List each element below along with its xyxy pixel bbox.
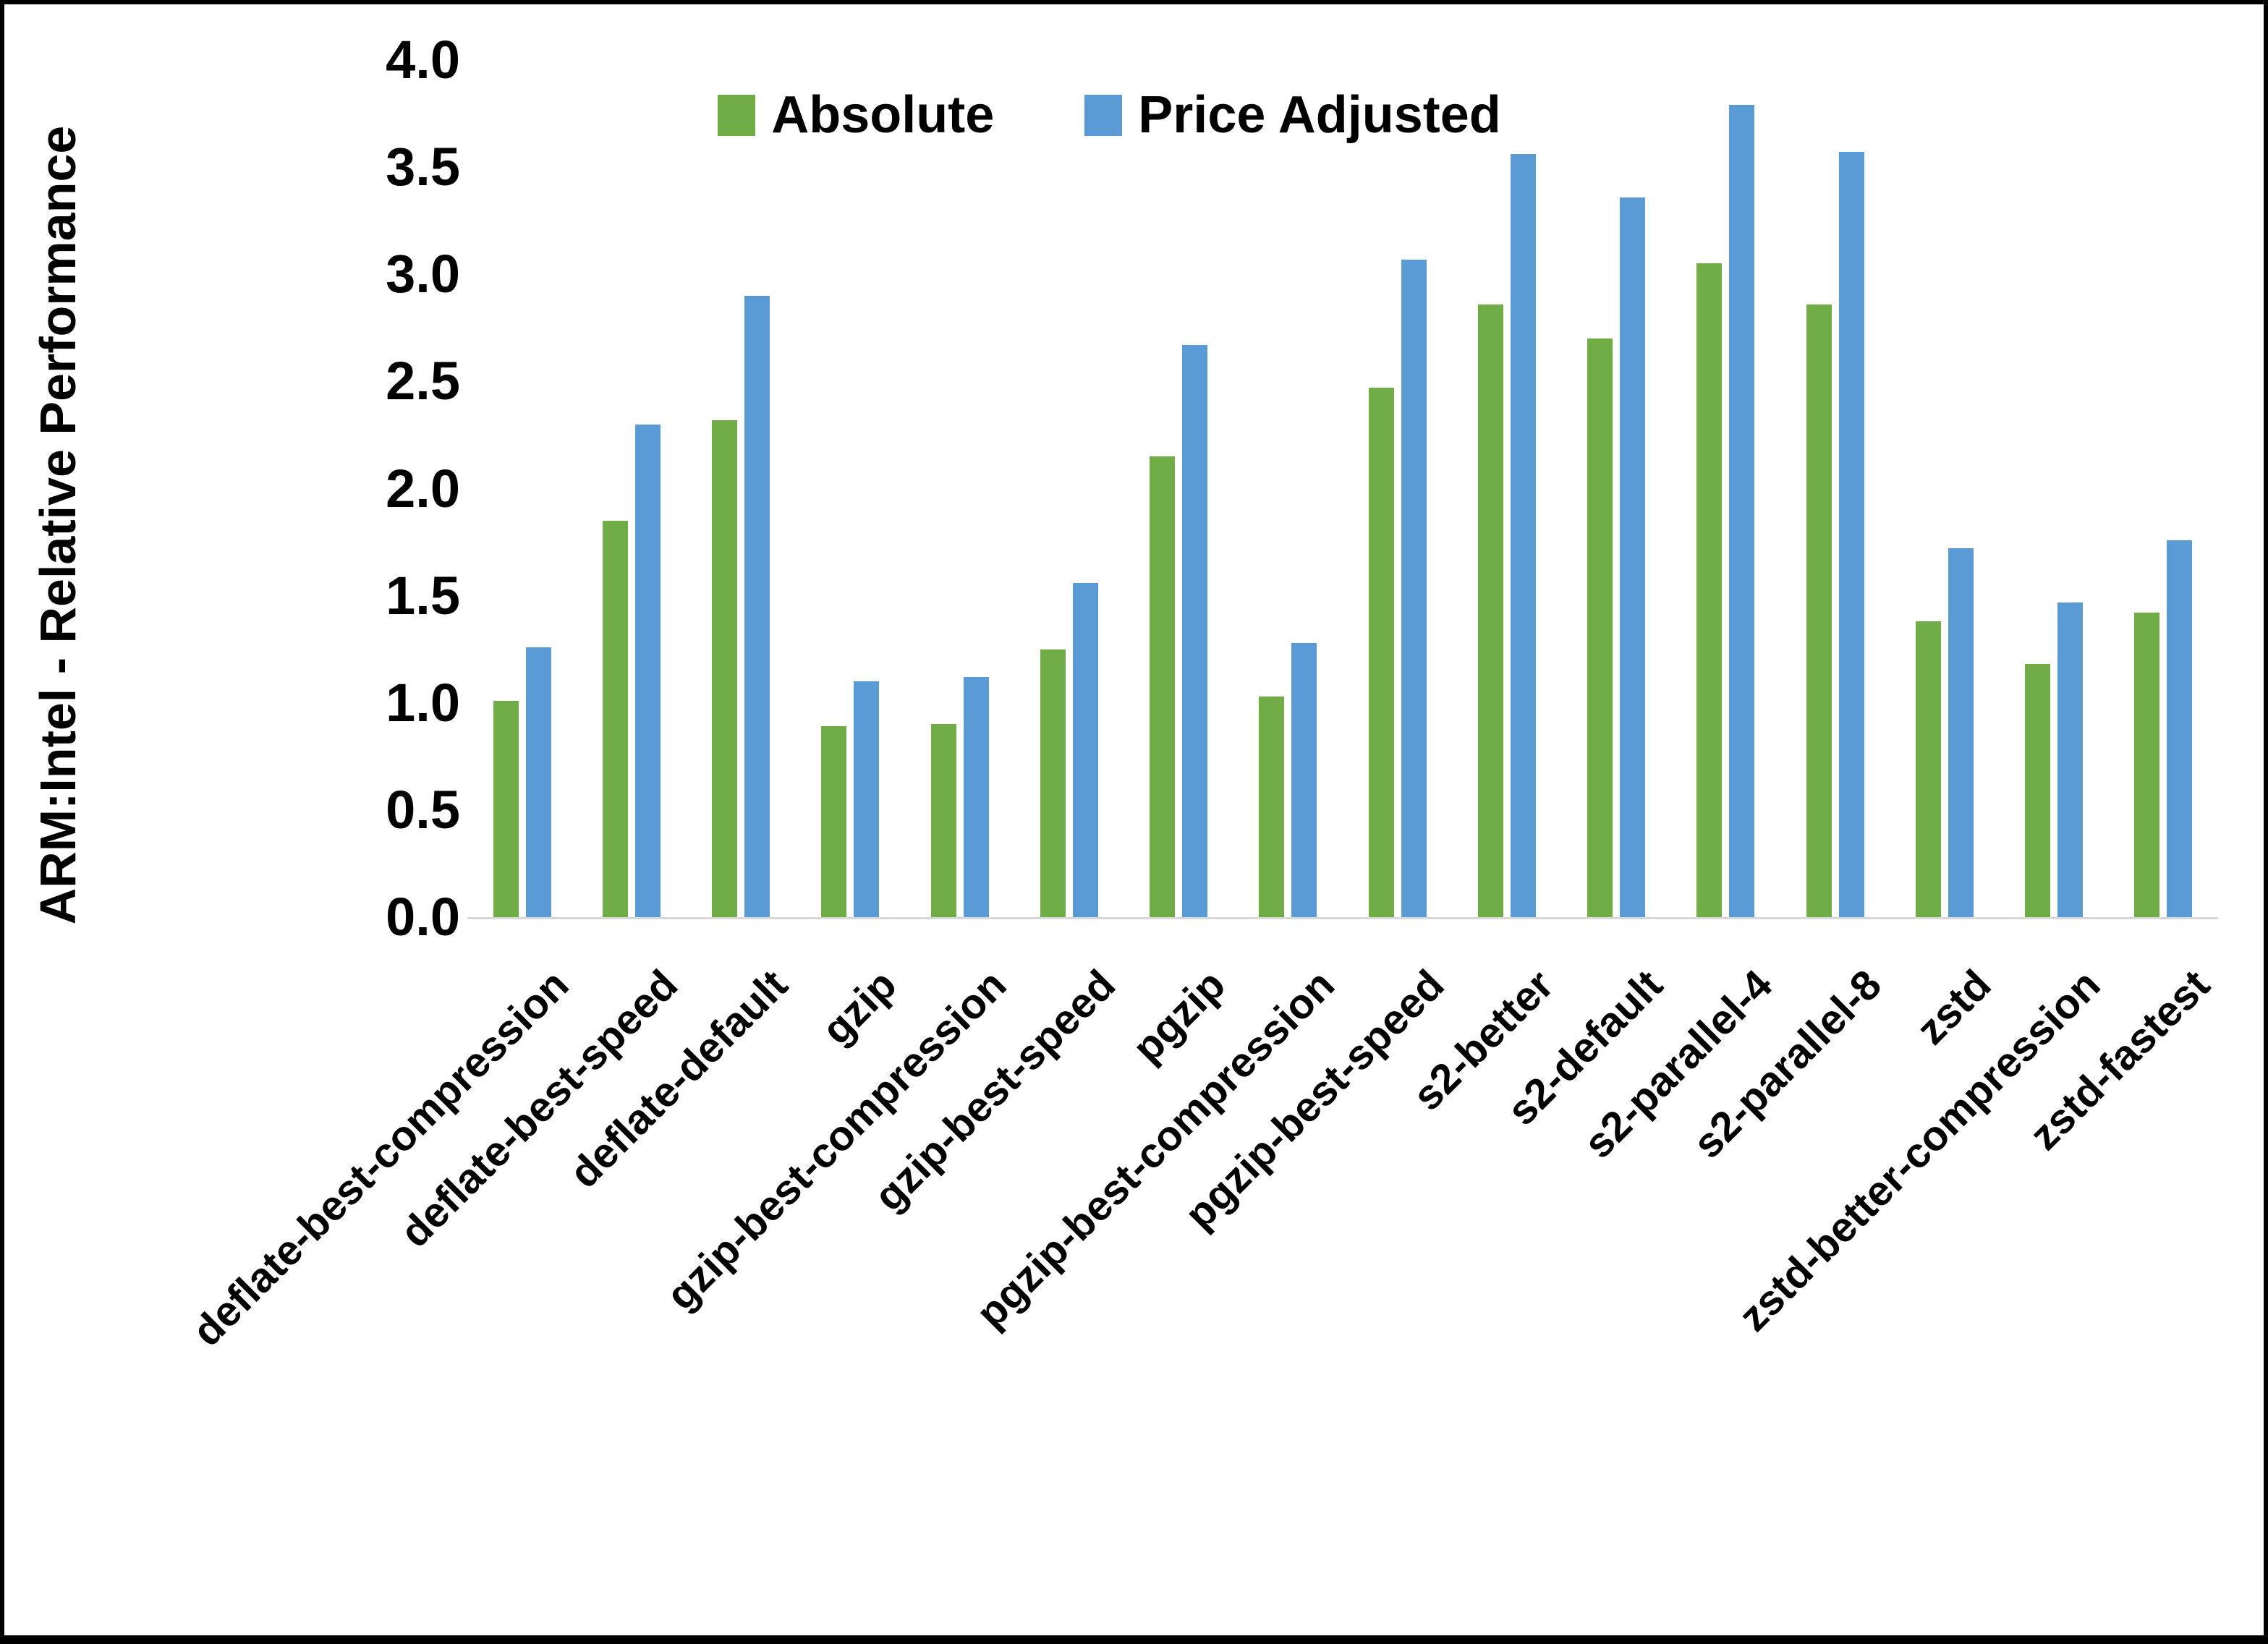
bar-absolute [1696,263,1723,917]
bar-absolute [602,520,628,917]
bar-group [796,60,905,917]
bar-price-adjusted [1401,259,1427,917]
bar-absolute [1587,338,1613,917]
bar-price-adjusted [854,681,880,917]
legend-label-price-adjusted: Price Adjusted [1138,86,1501,144]
x-category-label: zstd [1907,961,2000,1054]
plot-area [467,60,2218,919]
bar-absolute [821,726,847,917]
bar-absolute [493,700,519,917]
y-tick-label: 2.0 [386,458,460,519]
bar-price-adjusted [744,295,770,917]
bar-group [1343,60,1452,917]
bar-absolute [1477,304,1503,917]
legend-item-absolute: Absolute [718,85,994,145]
bar-group [467,60,577,917]
bar-group [1671,60,1780,917]
bar-group [1014,60,1124,917]
legend-swatch-price-adjusted-icon [1084,94,1123,136]
bar-group [2000,60,2109,917]
bar-price-adjusted [1729,105,1755,917]
bar-group [1452,60,1561,917]
y-tick-label: 4.0 [386,30,460,90]
bar-price-adjusted [2167,540,2193,917]
bar-price-adjusted [634,424,661,917]
y-axis-title: ARM:Intel - Relative Performance [30,125,86,925]
bar-price-adjusted [1072,582,1098,917]
bar-price-adjusted [1620,197,1646,917]
bar-absolute [1259,696,1285,917]
bar-group [577,60,686,917]
x-category-label: s2-parallel-8 [1683,961,1891,1168]
bar-price-adjusted [1182,345,1208,917]
y-tick-label: 1.5 [386,565,460,626]
bar-absolute [1040,649,1066,917]
y-tick-label: 2.5 [386,351,460,412]
bar-price-adjusted [1838,152,1864,917]
y-tick-label: 1.0 [386,672,460,733]
bar-absolute [1150,456,1176,917]
bar-price-adjusted [525,647,551,917]
bar-group [1780,60,1890,917]
bar-chart: ARM:Intel - Relative Performance Absolut… [4,4,2264,1635]
legend-swatch-absolute-icon [718,94,756,136]
bar-absolute [712,419,738,917]
bar-price-adjusted [2057,602,2084,917]
bar-absolute [2025,664,2051,917]
x-category-label: gzip [813,961,906,1054]
bar-absolute [1368,388,1394,917]
bar-absolute [930,724,956,917]
bar-price-adjusted [963,677,989,917]
bar-group [1233,60,1343,917]
bar-group [1890,60,1999,917]
bar-price-adjusted [1948,548,1974,917]
bar-group [2109,60,2218,917]
bar-absolute [2134,613,2160,917]
y-tick-label: 0.0 [386,887,460,947]
y-tick-label: 3.5 [386,137,460,197]
bar-group [1562,60,1671,917]
legend-item-price-adjusted: Price Adjusted [1084,85,1501,145]
legend: Absolute Price Adjusted [4,85,2214,145]
bar-group [687,60,796,917]
bar-price-adjusted [1510,154,1536,917]
legend-label-absolute: Absolute [771,86,995,144]
bar-absolute [1915,621,1941,917]
bar-price-adjusted [1291,642,1317,917]
bar-absolute [1806,304,1832,917]
bar-group [1124,60,1233,917]
y-tick-label: 3.0 [386,244,460,304]
y-tick-label: 0.5 [386,779,460,840]
bar-group [905,60,1014,917]
